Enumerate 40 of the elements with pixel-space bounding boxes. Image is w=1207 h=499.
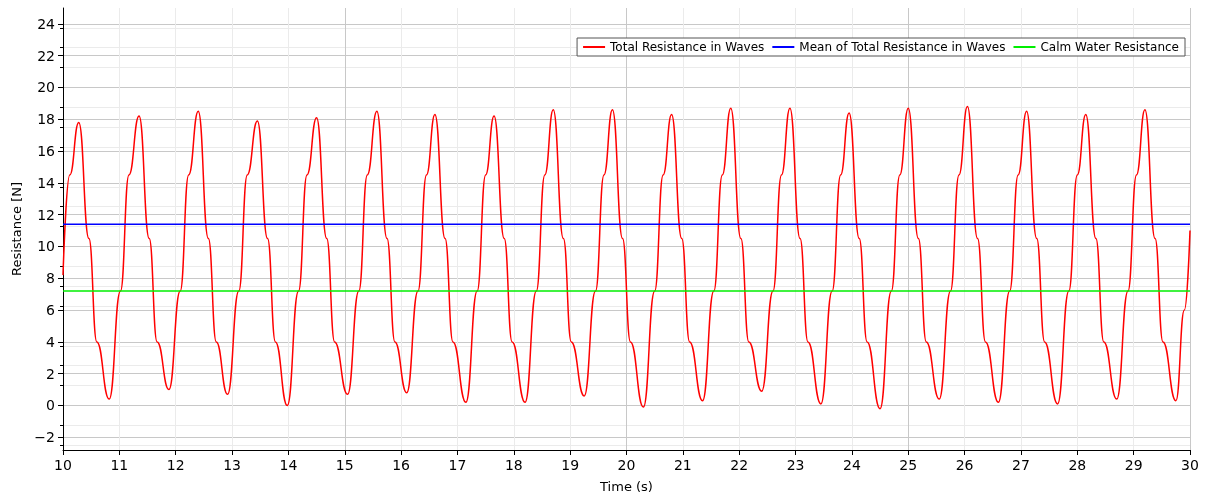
x-tick-label: 12	[166, 457, 185, 473]
x-tick-label: 22	[730, 457, 749, 473]
x-tick-label: 30	[1181, 457, 1199, 473]
y-tick-label: 10	[37, 238, 55, 255]
x-tick-label: 26	[955, 457, 974, 473]
x-tick-label: 16	[392, 457, 411, 473]
x-tick-label: 14	[279, 457, 298, 473]
x-tick-label: 18	[504, 457, 523, 473]
y-tick-label: 4	[46, 333, 56, 350]
x-tick-label: 23	[786, 457, 805, 473]
y-tick-label: 2	[46, 365, 55, 382]
y-tick-label: 6	[46, 302, 56, 319]
x-tick-label: 19	[561, 457, 580, 473]
x-tick-label: 15	[335, 457, 354, 473]
x-tick-label: 20	[617, 457, 636, 473]
x-tick-label: 11	[110, 457, 129, 473]
x-axis-title: Time (s)	[599, 479, 653, 494]
y-tick-label: −2	[34, 429, 55, 446]
legend-label: Calm Water Resistance	[1040, 40, 1180, 54]
x-tick-label: 28	[1068, 457, 1087, 473]
legend-label: Mean of Total Resistance in Waves	[799, 40, 1006, 54]
y-tick-label: 16	[37, 143, 56, 160]
y-tick-label: 8	[46, 270, 55, 287]
y-tick-label: 12	[37, 206, 55, 223]
x-tick-label: 17	[448, 457, 467, 473]
x-tick-label: 25	[899, 457, 918, 473]
x-tick-label: 29	[1124, 457, 1143, 473]
legend-label: Total Resistance in Waves	[609, 40, 765, 54]
y-tick-label: 14	[37, 174, 56, 191]
y-tick-label: 18	[37, 111, 55, 128]
x-tick-label: 21	[673, 457, 692, 473]
line-series	[62, 105, 1191, 410]
x-tick-label: 24	[842, 457, 861, 473]
x-tick-label: 13	[223, 457, 241, 473]
y-tick-label: 0	[46, 397, 55, 414]
y-tick-label: 24	[37, 15, 56, 32]
y-tick-label: 22	[37, 47, 55, 64]
x-tick-label: 27	[1012, 457, 1030, 473]
y-axis-title: Resistance [N]	[9, 181, 25, 277]
y-tick-label: 20	[37, 79, 55, 96]
